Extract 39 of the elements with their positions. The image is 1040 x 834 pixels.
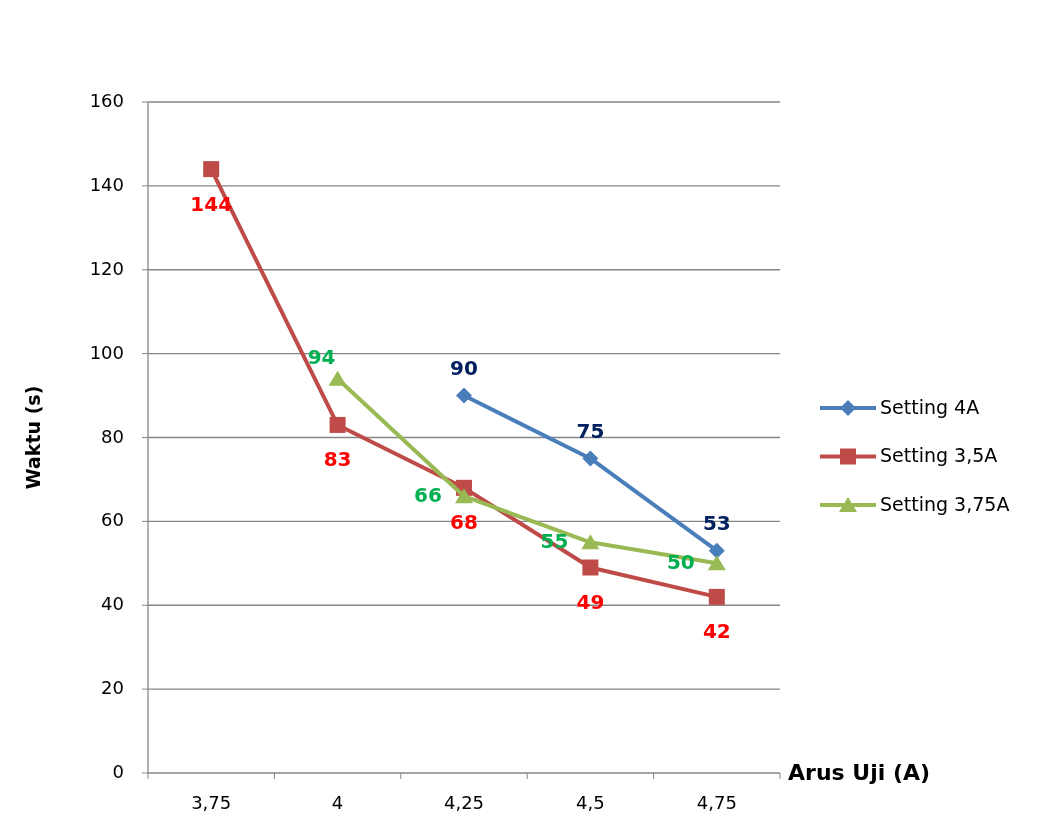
y-axis-title: Waktu (s) — [22, 385, 44, 490]
y-tick-label: 140 — [89, 173, 124, 195]
y-tick-label: 20 — [101, 677, 124, 699]
point — [582, 559, 599, 576]
y-tick-label: 100 — [89, 341, 124, 363]
y-tick-label: 120 — [89, 257, 124, 279]
y-tick-label: 60 — [101, 509, 124, 531]
legend-label: Setting 3,75A — [880, 492, 1010, 515]
point — [708, 542, 725, 559]
x-tick-label: 4,25 — [443, 792, 485, 813]
x-tick-label: 4 — [331, 792, 344, 813]
data-label: 68 — [450, 510, 478, 535]
data-label: 94 — [307, 345, 336, 370]
data-label: 53 — [702, 511, 731, 536]
point — [456, 387, 472, 404]
point — [582, 450, 599, 467]
legend-label: Setting 3,5A — [880, 444, 998, 466]
y-tick-label: 40 — [101, 593, 124, 615]
data-label: 66 — [414, 482, 442, 507]
x-axis-title: Arus Uji (A) — [788, 760, 931, 785]
y-tick-label: 80 — [101, 425, 124, 447]
data-label: 90 — [450, 356, 478, 381]
data-label: 75 — [576, 418, 605, 443]
legend-label: Setting 4A — [880, 395, 980, 418]
point — [329, 416, 346, 433]
point — [581, 534, 600, 550]
x-tick-label: 3,75 — [191, 792, 232, 813]
x-tick-label: 4,5 — [576, 792, 605, 813]
data-label: 42 — [702, 619, 731, 644]
data-label: 49 — [576, 590, 605, 615]
y-tick-label: 160 — [89, 90, 124, 111]
point — [328, 370, 347, 386]
point — [708, 588, 725, 605]
data-label: 83 — [323, 447, 352, 472]
point — [707, 555, 726, 571]
y-tick-label: 0 — [112, 761, 124, 782]
point — [203, 161, 220, 178]
point — [455, 488, 473, 504]
x-tick-label: 4,75 — [696, 792, 737, 813]
